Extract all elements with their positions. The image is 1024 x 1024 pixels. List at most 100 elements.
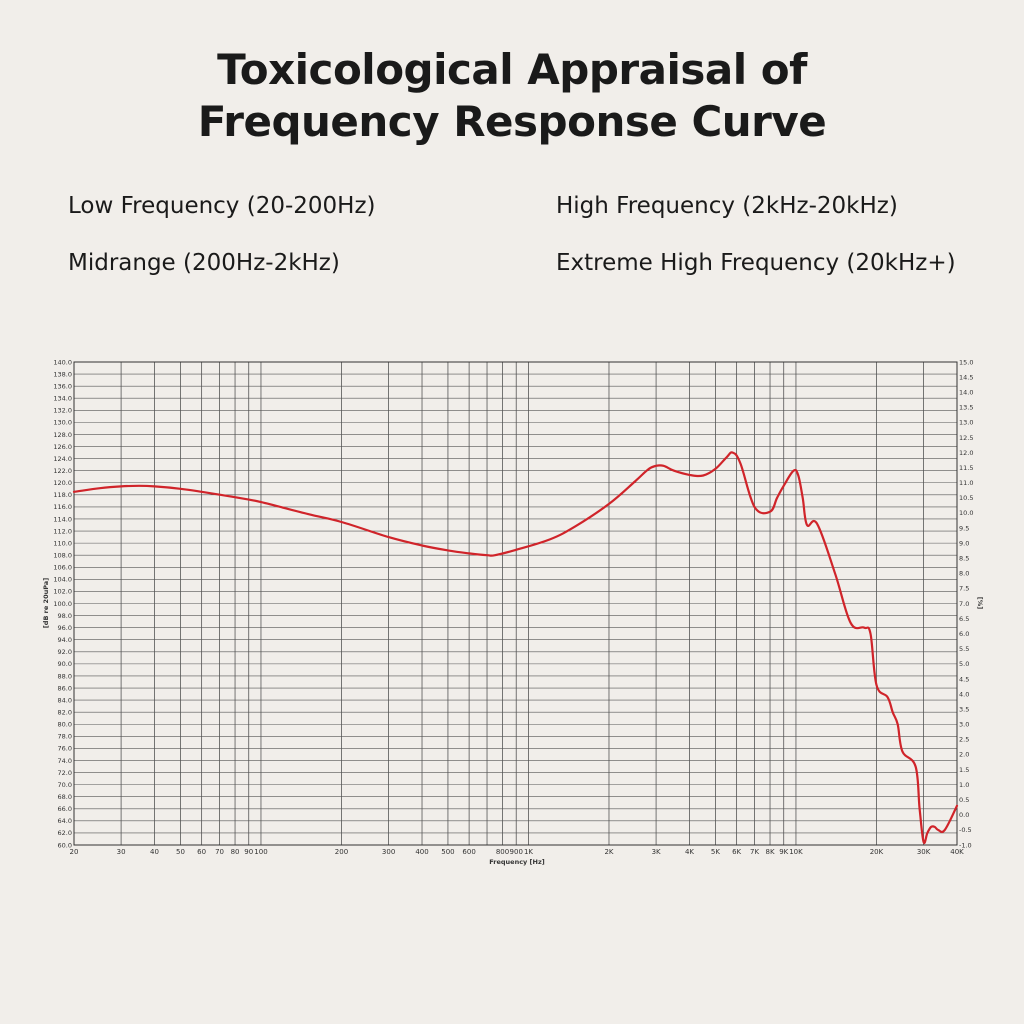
title-line-1: Toxicological Appraisal of	[217, 45, 807, 94]
x-tick-label: 600	[462, 848, 475, 856]
y-axis-label: [dB re 20uPa]	[42, 578, 50, 628]
x-tick-label: 20	[70, 848, 79, 856]
band-high-frequency: High Frequency (2kHz-20kHz)	[556, 193, 898, 219]
y-tick-label: 106.0	[53, 564, 72, 572]
y2-tick-label: 13.0	[959, 419, 973, 427]
x-tick-label: 80	[231, 848, 240, 856]
x-tick-label: 400	[415, 848, 428, 856]
y2-tick-label: 1.0	[959, 781, 969, 789]
band-midrange: Midrange (200Hz-2kHz)	[68, 250, 340, 276]
x-tick-label: 10K	[789, 848, 803, 856]
y-tick-label: 100.0	[53, 600, 72, 608]
y2-tick-label: 1.5	[959, 766, 969, 774]
y2-tick-label: 10.5	[959, 494, 973, 502]
x-tick-label: 5K	[711, 848, 720, 856]
y-tick-label: 86.0	[58, 684, 72, 692]
y-tick-label: 134.0	[53, 395, 72, 403]
y-tick-label: 124.0	[53, 455, 72, 463]
x-tick-label: 6K	[732, 848, 741, 856]
x-tick-label: 20K	[870, 848, 884, 856]
y2-tick-label: 14.5	[959, 373, 973, 381]
x-tick-label: 9K	[779, 848, 788, 856]
x-tick-label: 500	[441, 848, 454, 856]
x-tick-label: 50	[176, 848, 185, 856]
y-tick-label: 90.0	[58, 660, 72, 668]
y2-tick-label: 14.0	[959, 388, 973, 396]
y2-tick-label: 9.5	[959, 524, 969, 532]
y-tick-label: 132.0	[53, 407, 72, 415]
x-tick-label: 60	[197, 848, 206, 856]
y2-tick-label: 0.5	[959, 796, 969, 804]
x-tick-label: 30K	[917, 848, 931, 856]
y2-tick-label: 7.5	[959, 585, 969, 593]
x-tick-label: 40	[150, 848, 159, 856]
x-tick-label: 1K	[524, 848, 533, 856]
y2-tick-label: 2.5	[959, 736, 969, 744]
y-tick-label: 118.0	[53, 491, 72, 499]
y-tick-label: 140.0	[53, 358, 72, 366]
y-tick-label: 88.0	[58, 672, 72, 680]
frequency-response-line	[72, 451, 959, 845]
plot-frame	[73, 361, 958, 846]
x-tick-label: 300	[382, 848, 395, 856]
y2-tick-label: 4.0	[959, 690, 969, 698]
y2-tick-label: 0.0	[959, 811, 969, 819]
y-tick-label: 126.0	[53, 443, 72, 451]
y2-tick-label: 9.0	[959, 539, 969, 547]
y-tick-label: 98.0	[58, 612, 72, 620]
y-tick-label: 128.0	[53, 431, 72, 439]
chart-series	[72, 451, 959, 845]
y2-tick-label: 6.0	[959, 630, 969, 638]
y-tick-label: 80.0	[58, 721, 72, 729]
y-tick-label: 110.0	[53, 539, 72, 547]
y2-tick-label: 8.5	[959, 555, 969, 563]
y-tick-label: 84.0	[58, 696, 72, 704]
y2-tick-label: 5.0	[959, 660, 969, 668]
x-tick-label: 100	[254, 848, 267, 856]
y-tick-label: 74.0	[58, 757, 72, 765]
y-tick-label: 104.0	[53, 576, 72, 584]
band-extreme-high-frequency: Extreme High Frequency (20kHz+)	[556, 250, 956, 276]
y-tick-label: 82.0	[58, 708, 72, 716]
y-tick-label: 130.0	[53, 419, 72, 427]
y2-tick-label: -0.5	[959, 826, 972, 834]
y-tick-label: 78.0	[58, 733, 72, 741]
y-tick-label: 92.0	[58, 648, 72, 656]
y2-tick-label: 2.0	[959, 751, 969, 759]
y2-tick-label: 8.0	[959, 570, 969, 578]
y2-tick-label: 11.5	[959, 464, 973, 472]
x-tick-label: 2K	[604, 848, 613, 856]
x-tick-label: 30	[117, 848, 126, 856]
page-title: Toxicological Appraisal of Frequency Res…	[0, 44, 1024, 148]
y2-tick-label: 3.5	[959, 705, 969, 713]
x-tick-label: 7K	[750, 848, 759, 856]
y2-tick-label: 6.5	[959, 615, 969, 623]
x-tick-label: 4K	[685, 848, 694, 856]
y-tick-label: 64.0	[58, 817, 72, 825]
y-tick-label: 116.0	[53, 503, 72, 511]
y2-tick-label: 5.5	[959, 645, 969, 653]
y-tick-label: 66.0	[58, 805, 72, 813]
y-tick-label: 136.0	[53, 382, 72, 390]
y-tick-label: 138.0	[53, 370, 72, 378]
chart-grid	[73, 361, 958, 846]
y-tick-label: 72.0	[58, 769, 72, 777]
y-tick-label: 96.0	[58, 624, 72, 632]
y2-tick-label: 3.0	[959, 721, 969, 729]
x-tick-label: 3K	[652, 848, 661, 856]
y-tick-label: 114.0	[53, 515, 72, 523]
y2-tick-label: 4.5	[959, 675, 969, 683]
y2-tick-label: 12.5	[959, 434, 973, 442]
y-tick-label: 62.0	[58, 829, 72, 837]
y-tick-label: 108.0	[53, 552, 72, 560]
y2-tick-label: 11.0	[959, 479, 973, 487]
y-tick-label: 70.0	[58, 781, 72, 789]
y-tick-label: 94.0	[58, 636, 72, 644]
y2-tick-label: -1.0	[959, 841, 972, 849]
y2-tick-label: 15.0	[959, 358, 973, 366]
x-axis-label: Frequency [Hz]	[489, 858, 545, 866]
y-axis-ticks: 60.0 62.0 64.0 66.0 68.0 70.0 72.0 74.0 76.0 78.0…	[53, 358, 72, 849]
x-tick-label: 40K	[950, 848, 964, 856]
x-tick-label: 70	[215, 848, 224, 856]
y-tick-label: 68.0	[58, 793, 72, 801]
